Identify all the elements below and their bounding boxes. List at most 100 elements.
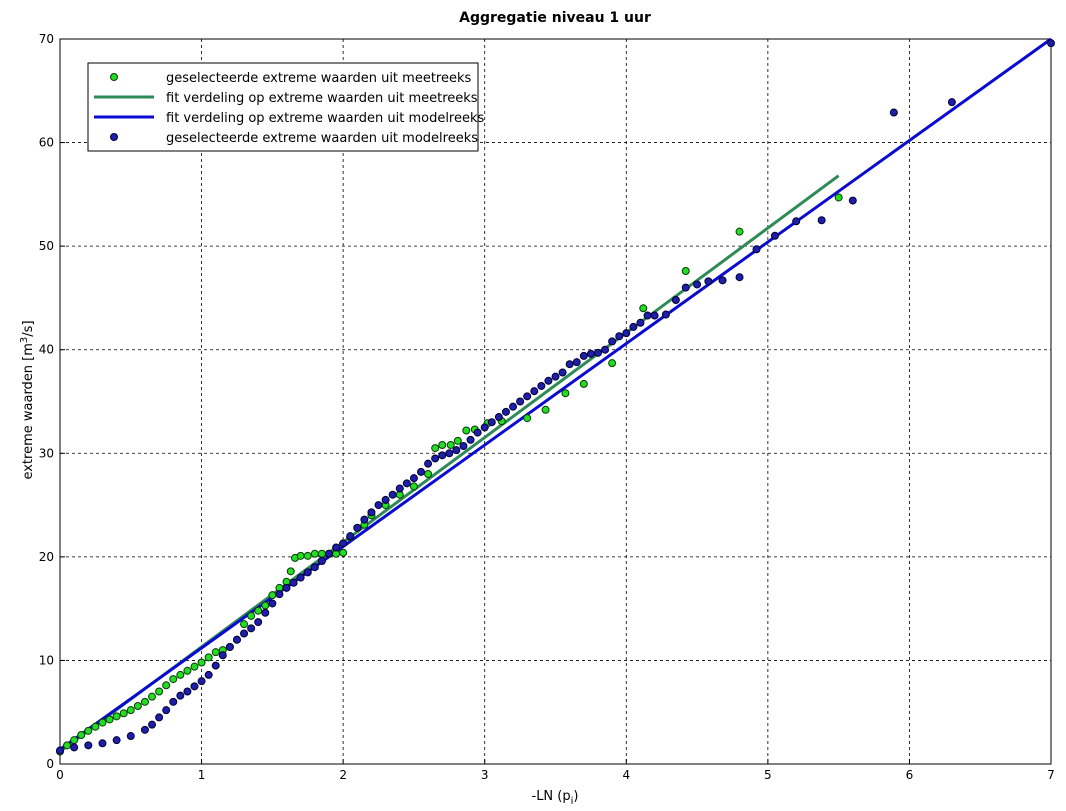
point <box>395 484 404 493</box>
point <box>310 549 319 558</box>
point <box>516 397 525 406</box>
point <box>240 629 249 638</box>
x-tick-label: 5 <box>764 768 772 782</box>
point <box>848 196 857 205</box>
point <box>537 381 546 390</box>
point <box>155 713 164 722</box>
point <box>126 732 135 741</box>
y-tick-label: 40 <box>39 343 54 357</box>
point <box>650 311 659 320</box>
point <box>346 532 355 541</box>
point <box>268 599 277 608</box>
point <box>735 227 744 236</box>
point <box>681 267 690 275</box>
point <box>388 490 397 499</box>
point <box>431 454 440 463</box>
point <box>105 715 114 724</box>
y-tick-label: 10 <box>39 653 54 667</box>
point <box>661 310 670 319</box>
x-label-part: -LN (p <box>532 789 571 804</box>
point <box>119 709 128 718</box>
point <box>466 435 475 444</box>
point <box>424 470 433 478</box>
point <box>473 428 482 437</box>
point <box>324 549 333 558</box>
y-tick-label: 0 <box>46 757 54 771</box>
point <box>126 706 135 715</box>
point <box>735 273 744 282</box>
y-tick-label: 20 <box>39 550 54 564</box>
point <box>601 345 610 354</box>
y-tick-label: 50 <box>39 239 54 253</box>
point <box>704 277 713 286</box>
point <box>561 389 570 398</box>
point <box>558 368 567 377</box>
point <box>296 573 305 582</box>
point <box>438 441 447 449</box>
y-tick-label: 30 <box>39 446 54 460</box>
point <box>643 311 652 320</box>
point <box>509 402 518 411</box>
point <box>608 337 617 346</box>
point <box>752 245 761 254</box>
point <box>112 736 121 745</box>
point <box>593 348 602 357</box>
point <box>402 479 411 488</box>
point <box>462 426 471 435</box>
point <box>565 360 574 369</box>
point <box>254 606 263 615</box>
point <box>204 653 213 662</box>
point <box>317 549 326 558</box>
point <box>169 675 178 684</box>
point <box>176 670 185 679</box>
point <box>817 216 826 225</box>
point <box>586 349 595 358</box>
point <box>639 304 648 313</box>
legend-box <box>87 62 479 152</box>
point <box>541 405 550 414</box>
point <box>770 231 779 240</box>
point <box>889 108 898 117</box>
point <box>544 376 553 385</box>
plot-frame <box>59 38 1052 765</box>
legend-label: geselecteerde extreme waarden uit modelr… <box>166 131 478 146</box>
point <box>718 276 727 285</box>
y-tick-label: 60 <box>39 136 54 150</box>
point <box>112 712 121 721</box>
point <box>286 567 295 576</box>
point <box>247 624 256 633</box>
point <box>530 387 539 396</box>
point <box>452 446 461 455</box>
y-axis-label: extreme waarden [m3/s] <box>19 320 36 479</box>
chart-title: Aggregatie niveau 1 uur <box>459 10 651 26</box>
point <box>501 407 510 416</box>
point <box>240 620 249 629</box>
point <box>317 557 326 565</box>
point <box>197 677 206 686</box>
point <box>218 651 227 660</box>
point <box>303 568 312 577</box>
x-tick-label: 0 <box>56 768 64 782</box>
x-label-part: ) <box>573 789 578 804</box>
y-label-part: /s] <box>21 320 36 336</box>
point <box>261 608 270 617</box>
point <box>98 718 107 727</box>
x-tick-label: 3 <box>481 768 489 782</box>
point <box>374 501 383 510</box>
point <box>275 590 284 599</box>
point <box>162 681 171 690</box>
point <box>225 642 234 651</box>
point <box>834 193 843 202</box>
point <box>367 508 376 517</box>
point <box>254 618 263 627</box>
point <box>446 441 455 449</box>
point <box>282 583 291 592</box>
point <box>1047 39 1055 48</box>
point <box>190 662 199 671</box>
point <box>445 449 454 458</box>
point <box>162 706 171 715</box>
point <box>84 726 93 735</box>
point <box>487 418 496 427</box>
point <box>197 658 206 667</box>
point <box>261 601 270 610</box>
